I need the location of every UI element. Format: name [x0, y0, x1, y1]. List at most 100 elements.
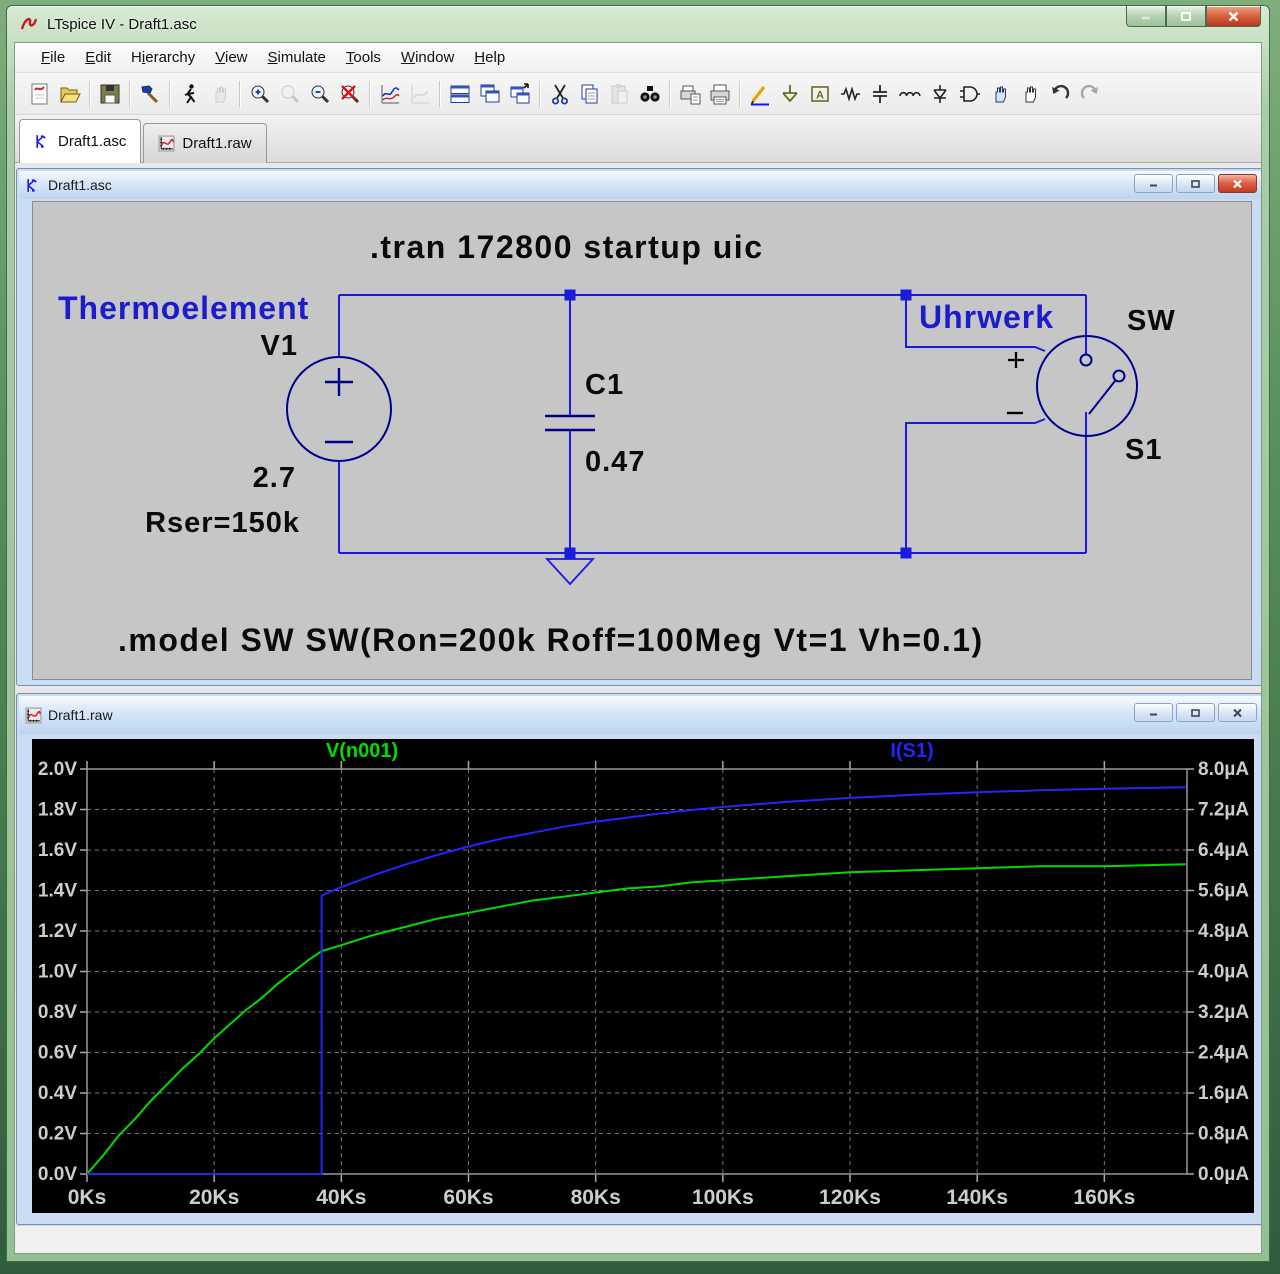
x-axis-tick: 0Ks — [68, 1186, 107, 1209]
ltspice-logo-icon — [20, 17, 38, 30]
minimize-icon — [1142, 16, 1150, 20]
c1-designator[interactable]: C1 — [585, 369, 624, 401]
child-close-button[interactable] — [1218, 703, 1257, 722]
place-resistor-button[interactable] — [835, 79, 865, 109]
drag-button[interactable] — [1015, 79, 1045, 109]
v1-value[interactable]: 2.7 — [253, 462, 296, 494]
x-axis-tick: 120Ks — [819, 1186, 881, 1209]
place-capacitor-button[interactable] — [865, 79, 895, 109]
maximize-button[interactable] — [1166, 6, 1206, 27]
trace-Vn001[interactable] — [86, 863, 1186, 1175]
x-axis-tick: 160Ks — [1073, 1186, 1135, 1209]
child-minimize-button[interactable] — [1134, 703, 1173, 722]
menu-file[interactable]: File — [41, 49, 66, 66]
move-button[interactable] — [985, 79, 1015, 109]
control-plus-mark — [1008, 352, 1024, 368]
toolbar-separator — [239, 80, 241, 107]
menu-tools[interactable]: Tools — [345, 49, 381, 66]
place-inductor-button[interactable] — [895, 79, 925, 109]
halt-button — [205, 79, 235, 109]
waveform-window-title: Draft1.raw — [48, 707, 113, 723]
schematic-canvas[interactable]: .tran 172800 startup uic .model SW SW(Ro… — [32, 201, 1252, 680]
c1-capacitor[interactable] — [545, 414, 595, 432]
draw-wire-button[interactable] — [745, 79, 775, 109]
cut-icon — [552, 84, 568, 104]
right-axis-tick: 5.6µA — [1198, 881, 1249, 902]
draw-wire-icon — [750, 85, 769, 105]
schematic-icon — [36, 135, 46, 148]
print-preview-button[interactable] — [675, 79, 705, 109]
left-axis-tick: 0.6V — [38, 1043, 77, 1064]
tab-draft1-raw[interactable]: Draft1.raw — [143, 123, 267, 163]
place-component-icon — [960, 85, 980, 102]
place-component-button[interactable] — [955, 79, 985, 109]
copy-icon — [581, 84, 598, 103]
schematic-titlebar[interactable]: Draft1.asc — [19, 171, 1261, 199]
legend-IS1[interactable]: I(S1) — [890, 740, 933, 762]
print-button[interactable] — [705, 79, 735, 109]
close-icon — [1228, 11, 1239, 21]
control-panel-button[interactable] — [135, 79, 165, 109]
main-titlebar[interactable]: LTspice IV - Draft1.asc — [7, 6, 1269, 42]
child-close-button[interactable] — [1218, 174, 1257, 193]
place-ground-button[interactable] — [775, 79, 805, 109]
s1-designator[interactable]: S1 — [1125, 434, 1162, 466]
tab-draft1-asc[interactable]: Draft1.asc — [19, 119, 142, 163]
c1-value[interactable]: 0.47 — [585, 446, 645, 478]
activate-window-button[interactable] — [505, 79, 535, 109]
minimize-button[interactable] — [1126, 6, 1166, 27]
mdi-area: Draft1.asc .tran 172800 startup uic .mod… — [15, 163, 1261, 1225]
save-button[interactable] — [95, 79, 125, 109]
autorange-y-axis-button[interactable] — [375, 79, 405, 109]
place-diode-button[interactable] — [925, 79, 955, 109]
child-restore-button[interactable] — [1176, 174, 1215, 193]
v1-rser[interactable]: Rser=150k — [145, 507, 300, 539]
activate-window-icon — [510, 82, 530, 103]
toolbar-separator — [129, 80, 131, 107]
place-diode-icon — [933, 84, 947, 103]
svg-text:A: A — [816, 89, 824, 101]
copy-button[interactable] — [575, 79, 605, 109]
child-restore-button[interactable] — [1176, 703, 1215, 722]
close-button[interactable] — [1206, 6, 1261, 27]
run-button[interactable] — [175, 79, 205, 109]
find-button[interactable] — [635, 79, 665, 109]
waveform-plot[interactable]: 2.0V 8.0µA 1.8V 7.2µA 1.6V 6.4µA 1.4V 5.6µA 1.2V… — [32, 739, 1254, 1213]
control-panel-icon — [141, 84, 159, 103]
s1-model-name[interactable]: SW — [1127, 305, 1176, 337]
x-axis-tick: 80Ks — [571, 1186, 621, 1209]
s1-switch[interactable] — [1007, 335, 1138, 437]
cascade-windows-button[interactable] — [475, 79, 505, 109]
menu-window[interactable]: Window — [400, 49, 455, 66]
model-directive-text[interactable]: .model SW SW(Ron=200k Roff=100Meg Vt=1 V… — [118, 622, 984, 658]
legend-Vn001[interactable]: V(n001) — [326, 740, 398, 762]
menu-edit[interactable]: Edit — [85, 49, 112, 66]
zoom-in-button[interactable] — [245, 79, 275, 109]
menu-help[interactable]: Help — [474, 49, 506, 66]
v1-voltage-source[interactable] — [286, 356, 392, 462]
uhrwerk-annotation[interactable]: Uhrwerk — [919, 299, 1054, 335]
tile-horizontal-button[interactable] — [445, 79, 475, 109]
left-axis-tick: 0.2V — [38, 1124, 77, 1145]
menu-hierarchy[interactable]: Hierarchy — [131, 49, 196, 66]
zoom-full-extents-button[interactable] — [335, 79, 365, 109]
trace-IS1[interactable] — [87, 786, 1186, 1175]
thermoelement-annotation[interactable]: Thermoelement — [58, 290, 309, 326]
right-axis-tick: 8.0µA — [1198, 759, 1249, 780]
x-axis-tick: 40Ks — [316, 1186, 366, 1209]
child-minimize-button[interactable] — [1134, 174, 1173, 193]
open-button[interactable] — [55, 79, 85, 109]
menu-simulate[interactable]: Simulate — [267, 49, 326, 66]
cut-button[interactable] — [545, 79, 575, 109]
place-net-label-button[interactable]: A — [805, 79, 835, 109]
new-schematic-button[interactable] — [25, 79, 55, 109]
menu-view[interactable]: View — [215, 49, 248, 66]
v1-designator[interactable]: V1 — [261, 330, 298, 362]
circuit-wires[interactable] — [338, 294, 1087, 554]
zoom-out-button[interactable] — [305, 79, 335, 109]
tran-directive-text[interactable]: .tran 172800 startup uic — [370, 229, 763, 265]
ground-symbol[interactable] — [544, 558, 596, 586]
waveform-titlebar[interactable]: Draft1.raw — [19, 696, 1261, 734]
undo-button[interactable] — [1045, 79, 1075, 109]
cascade-windows-icon — [480, 84, 500, 102]
